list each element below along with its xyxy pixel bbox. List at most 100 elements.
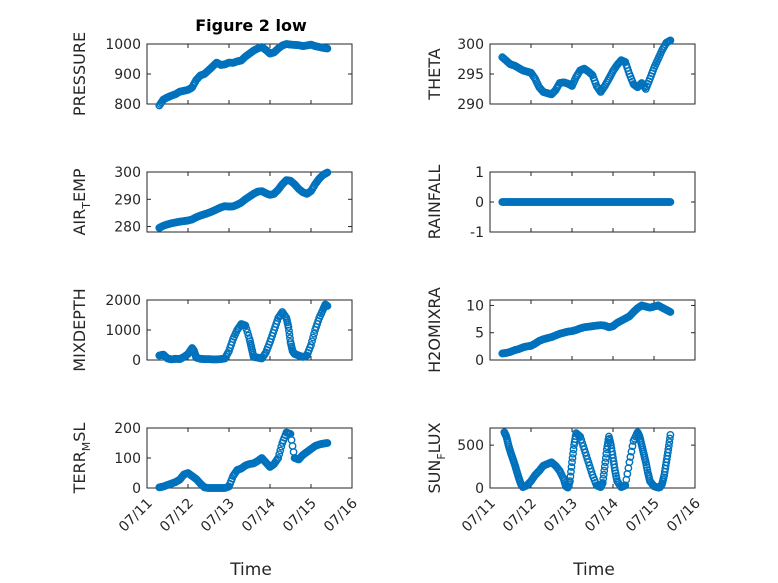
x-tick-label: 07/12 — [500, 496, 540, 536]
data-point — [628, 442, 637, 451]
x-tick-label: 07/16 — [321, 495, 361, 535]
data-point — [600, 466, 609, 475]
y-tick-label: 0 — [475, 481, 484, 497]
y-tick-label: 295 — [457, 67, 484, 83]
x-tick-label: 07/14 — [239, 495, 279, 535]
y-axis-label: H2OMIXRA — [425, 287, 444, 373]
data-point — [666, 430, 675, 439]
y-tick-label: 290 — [114, 192, 141, 208]
y-axis-label: SUNFLUX — [425, 422, 448, 493]
data-point — [567, 463, 576, 471]
data-point — [665, 434, 674, 443]
data-point — [241, 321, 250, 330]
figure-title: Figure 2 low — [195, 16, 307, 35]
x-tick-label: 07/13 — [198, 496, 238, 536]
x-tick-label: 07/11 — [116, 496, 156, 536]
y-axis-label: RAINFALL — [425, 165, 444, 240]
data-point — [323, 439, 332, 447]
x-axis-label-left: Time — [229, 560, 272, 580]
y-tick-label: 280 — [114, 220, 141, 236]
data-point — [285, 326, 293, 335]
y-tick-label: -1 — [470, 225, 484, 241]
subplot-rainfall: -1 0 1 RAINFALL — [425, 165, 696, 241]
data-point — [323, 302, 332, 310]
y-tick-label: 100 — [114, 451, 141, 467]
x-tick-label: 07/15 — [623, 496, 663, 536]
data-point — [568, 454, 577, 462]
data-point — [243, 328, 252, 337]
data-point — [307, 341, 315, 349]
data-point — [664, 445, 673, 454]
data-point — [566, 472, 575, 481]
y-tick-label: 200 — [114, 421, 141, 437]
y-tick-label: 1000 — [105, 37, 141, 53]
y-tick-label: 0 — [475, 353, 484, 369]
data-point — [284, 323, 293, 331]
y-tick-label: 800 — [114, 97, 141, 113]
data-point — [575, 431, 584, 440]
y-tick-label: 2000 — [105, 293, 141, 309]
x-tick-label: 07/13 — [541, 496, 581, 536]
x-tick-label: 07/14 — [582, 495, 622, 535]
x-tick-label: 07/16 — [664, 495, 704, 535]
data-point — [242, 324, 251, 333]
y-tick-label: 290 — [457, 97, 484, 113]
data-point — [567, 467, 575, 476]
data-point — [309, 333, 317, 342]
subplot-sun_flux: 0 500 07/11 07/12 07/13 07/14 07/15 07/16 SUNFLU… — [425, 422, 704, 535]
data-point — [601, 454, 610, 462]
y-tick-label: 300 — [457, 37, 484, 53]
y-tick-label: 0 — [132, 353, 141, 369]
y-axis-label: THETA — [425, 48, 444, 100]
y-axis-label: PRESSURE — [70, 32, 89, 116]
data-point — [568, 458, 576, 467]
y-tick-label: 1000 — [105, 323, 141, 339]
y-tick-label: 0 — [132, 481, 141, 497]
data-point — [600, 462, 609, 471]
data-point — [276, 446, 285, 455]
x-axis-label-right: Time — [572, 560, 615, 580]
y-axis-label: AIRTEMP — [70, 168, 93, 235]
x-tick-label: 07/15 — [280, 496, 320, 536]
data-point — [627, 447, 636, 456]
data-point — [569, 445, 578, 454]
subplot-terr_msl: 0 100 200 07/11 07/12 07/13 07/14 07/15 07/16 TER… — [70, 421, 361, 535]
data-point — [626, 453, 635, 461]
data-point — [569, 449, 577, 458]
data-point — [599, 470, 608, 479]
data-point — [323, 44, 332, 53]
y-tick-label: 900 — [114, 67, 141, 83]
data-point — [666, 36, 675, 45]
data-point — [599, 474, 608, 483]
data-point — [323, 168, 332, 177]
data-point — [664, 441, 673, 450]
data-point — [601, 458, 610, 467]
y-tick-label: 0 — [475, 195, 484, 211]
subplot-pressure: 800 900 1000 PRESSURE — [70, 32, 353, 116]
x-tick-label: 07/12 — [157, 496, 197, 536]
x-tick-label: 07/11 — [459, 496, 499, 536]
y-tick-label: 300 — [114, 165, 141, 181]
subplot-theta: 290 295 300 THETA — [425, 36, 696, 113]
data-point — [666, 308, 675, 316]
y-tick-label: 500 — [457, 438, 484, 454]
subplot-h2omixra: 0 5 10 H2OMIXRA — [425, 287, 696, 373]
data-point — [308, 337, 316, 346]
subplot-air_temp: 280 290 300 AIRTEMP — [70, 165, 353, 236]
y-tick-label: 10 — [466, 298, 484, 314]
data-point — [625, 458, 634, 467]
data-point — [285, 330, 294, 339]
subplot-mixdepth: 0 1000 2000 MIXDEPTH — [70, 288, 353, 372]
data-point — [275, 450, 284, 459]
data-point — [598, 478, 607, 487]
y-tick-label: 1 — [475, 165, 484, 181]
data-point — [566, 477, 574, 486]
data-point — [274, 454, 283, 462]
y-axis-label: TERRMSL — [70, 423, 93, 495]
data-point — [666, 198, 675, 206]
y-tick-label: 5 — [475, 326, 484, 342]
y-axis-label: MIXDEPTH — [70, 288, 89, 371]
data-point — [665, 438, 674, 447]
